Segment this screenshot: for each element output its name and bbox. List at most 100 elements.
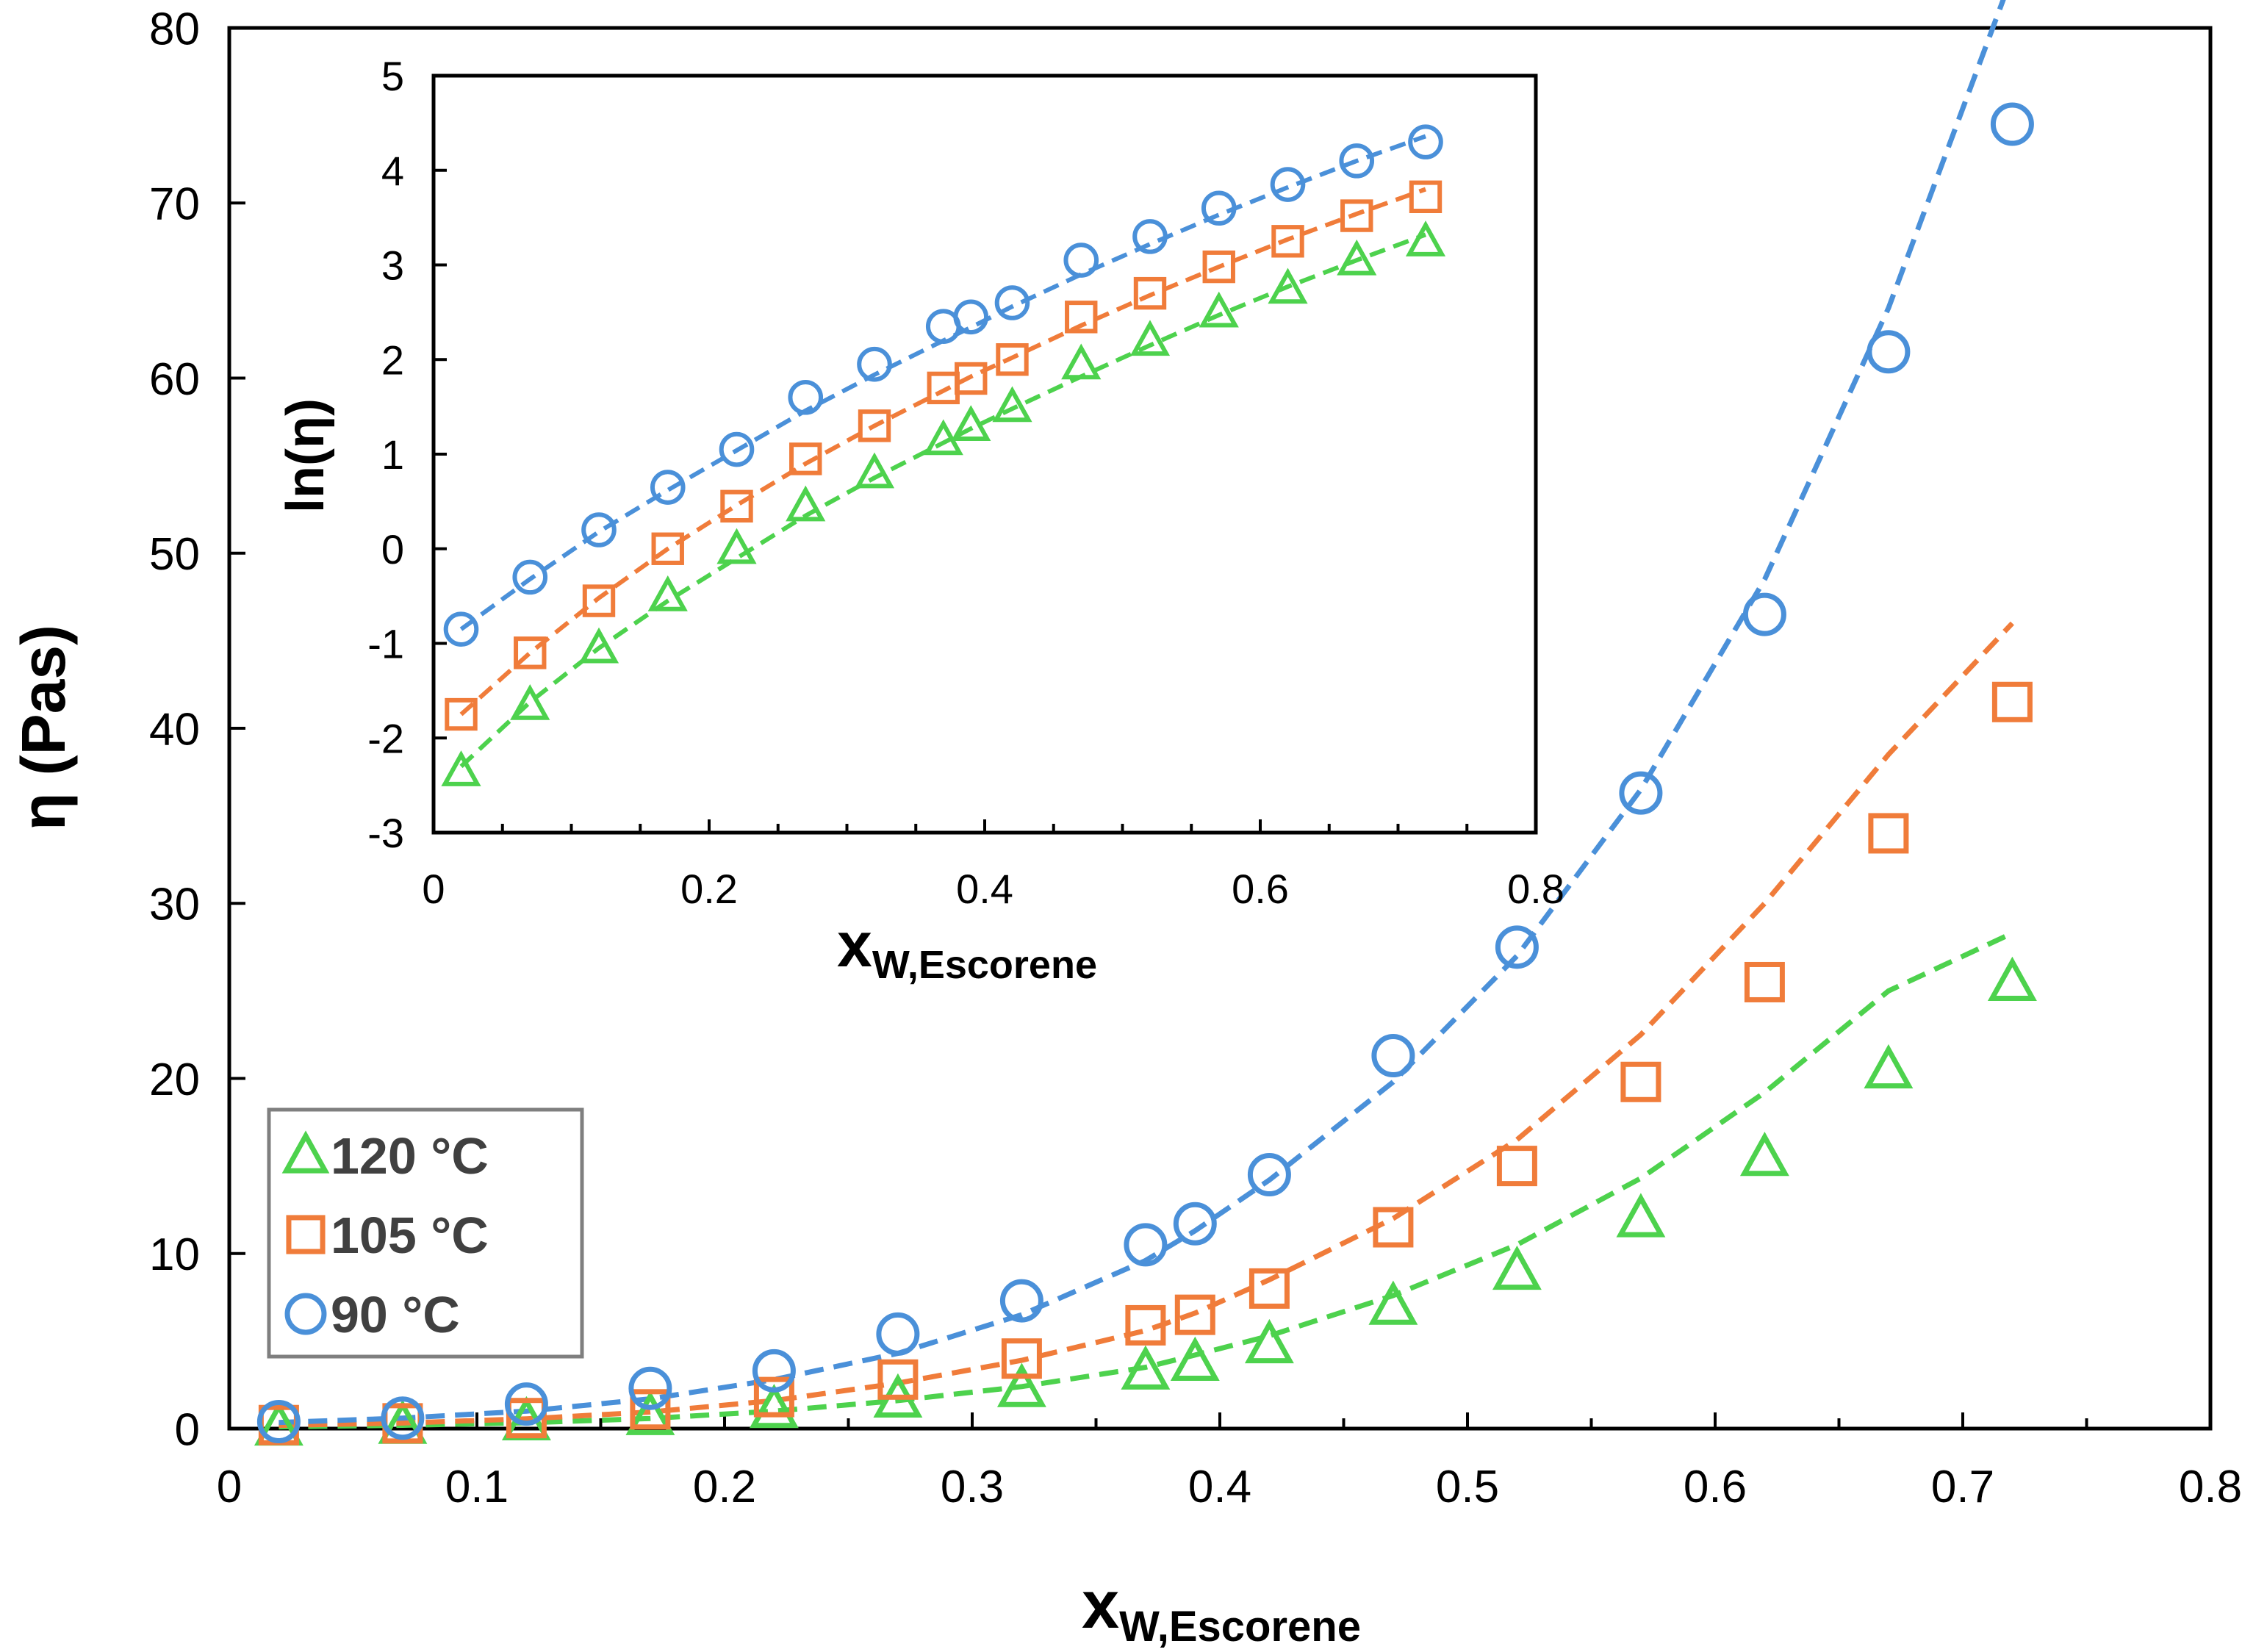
data-point-90C xyxy=(1063,243,1099,278)
data-point-90C xyxy=(1408,124,1443,159)
data-point-105C xyxy=(753,1376,794,1418)
data-point-90C xyxy=(857,346,892,382)
data-point-120C xyxy=(854,452,895,489)
x-tick-label: 0.8 xyxy=(1507,866,1564,912)
fit-line-120C xyxy=(279,930,2013,1430)
data-point-90C xyxy=(628,1366,672,1410)
data-point-105C xyxy=(506,1398,547,1439)
data-point-90C xyxy=(1371,1034,1415,1078)
inset-chart: 0 0.2 0.4 0.6 0.8 -3 -2 -1 0 1 2 3 4 5 xW,Escorene ln… xyxy=(276,53,1564,987)
data-point-105C xyxy=(789,442,822,475)
data-point-120C xyxy=(1129,320,1171,356)
data-point-120C xyxy=(1170,1336,1220,1381)
data-point-90C xyxy=(1339,143,1375,179)
data-point-105C xyxy=(877,1359,919,1400)
legend-label: 120 °C xyxy=(331,1127,489,1185)
data-point-90C xyxy=(1495,925,1539,969)
data-point-90C xyxy=(1124,1223,1168,1267)
data-point-120C xyxy=(1368,1280,1418,1325)
legend-marker-90C xyxy=(284,1293,327,1335)
legend-items: 120 °C 105 °C 90 °C xyxy=(281,1127,489,1343)
data-point-105C xyxy=(582,584,616,617)
inset-tick-labels: 0 0.2 0.4 0.6 0.8 -3 -2 -1 0 1 2 3 4 5 xyxy=(367,53,1564,912)
data-point-120C xyxy=(647,575,688,611)
data-point-90C xyxy=(1742,592,1786,636)
y-tick-label: 70 xyxy=(149,179,200,230)
data-point-105C xyxy=(1271,225,1304,258)
data-point-120C xyxy=(1121,1345,1171,1390)
data-point-105C xyxy=(1001,1338,1042,1379)
data-point-105C xyxy=(1620,1061,1661,1102)
data-point-90C xyxy=(1270,167,1306,202)
data-point-105C xyxy=(514,636,547,669)
y-tick-label: 10 xyxy=(149,1229,200,1280)
data-point-120C xyxy=(992,386,1032,423)
data-point-105C xyxy=(1409,180,1443,214)
data-point-120C xyxy=(625,1390,675,1435)
data-point-90C xyxy=(1173,1202,1217,1246)
inset-background xyxy=(434,76,1536,833)
legend-marker-105C xyxy=(286,1215,326,1254)
data-point-120C xyxy=(1244,1318,1294,1364)
legend-marker-120C xyxy=(281,1130,330,1174)
y-tick-label: -1 xyxy=(367,621,404,667)
data-point-90C xyxy=(1619,771,1663,815)
y-tick-label: -3 xyxy=(367,810,404,856)
data-point-120C xyxy=(749,1384,799,1429)
x-tick-label: 0 xyxy=(217,1462,242,1512)
data-point-105C xyxy=(1249,1268,1290,1309)
inset-x-axis-label-sub: W,Escorene xyxy=(872,943,1097,987)
data-point-120C xyxy=(1268,267,1308,304)
data-point-105C xyxy=(1133,276,1167,310)
data-point-120C xyxy=(996,1362,1046,1407)
legend-label: 90 °C xyxy=(331,1286,460,1343)
data-point-90C xyxy=(876,1312,920,1356)
x-tick-label: 0.4 xyxy=(1188,1462,1251,1512)
y-tick-label: 4 xyxy=(381,148,404,194)
data-point-120C xyxy=(1616,1193,1666,1238)
data-point-90C xyxy=(581,512,617,547)
data-point-120C xyxy=(923,419,963,456)
main-x-axis-label-sub: W,Escorene xyxy=(1119,1603,1361,1651)
y-tick-label: 2 xyxy=(381,337,404,383)
y-tick-label: 60 xyxy=(149,354,200,405)
main-axis-ticks xyxy=(228,26,2212,1430)
data-point-120C xyxy=(1199,291,1239,328)
data-point-105C xyxy=(955,362,988,395)
main-y-axis-label: η (Pas) xyxy=(9,625,78,830)
y-tick-label: 40 xyxy=(149,704,200,755)
data-point-105C xyxy=(1373,1207,1414,1248)
data-point-90C xyxy=(1132,219,1168,254)
legend: 120 °C 105 °C 90 °C xyxy=(267,1107,584,1359)
main-tick-labels: 0 0.1 0.2 0.3 0.4 0.5 0.6 0.7 0.8010203040506070… xyxy=(149,4,2242,1512)
data-point-120C xyxy=(951,405,991,441)
data-point-105C xyxy=(1174,1294,1215,1335)
x-tick-label: 0.6 xyxy=(1232,866,1289,912)
data-point-105C xyxy=(720,489,753,523)
data-point-105C xyxy=(1065,301,1098,334)
data-point-90C xyxy=(381,1396,425,1440)
x-tick-label: 0.1 xyxy=(445,1462,509,1512)
data-point-90C xyxy=(1990,102,2034,146)
data-point-90C xyxy=(1867,330,1911,374)
data-point-105C xyxy=(1125,1304,1166,1346)
data-point-90C xyxy=(443,611,479,647)
y-tick-label: 0 xyxy=(381,526,404,572)
fit-line-90C xyxy=(279,0,2006,1426)
data-point-90C xyxy=(994,285,1030,320)
data-point-105C xyxy=(445,697,478,731)
x-tick-label: 0.2 xyxy=(693,1462,756,1512)
data-point-120C xyxy=(510,684,550,720)
data-point-120C xyxy=(578,627,619,664)
data-point-105C xyxy=(1202,250,1235,284)
inset-data-points xyxy=(441,124,1446,786)
data-point-90C xyxy=(953,299,989,335)
data-point-120C xyxy=(1739,1132,1789,1177)
data-point-90C xyxy=(719,431,755,467)
inset-axis-ticks xyxy=(432,74,1537,834)
data-point-105C xyxy=(1340,199,1373,232)
data-point-90C xyxy=(752,1348,796,1393)
x-tick-label: 0.3 xyxy=(941,1462,1004,1512)
data-point-105C xyxy=(1991,681,2033,722)
data-point-105C xyxy=(1496,1146,1537,1187)
